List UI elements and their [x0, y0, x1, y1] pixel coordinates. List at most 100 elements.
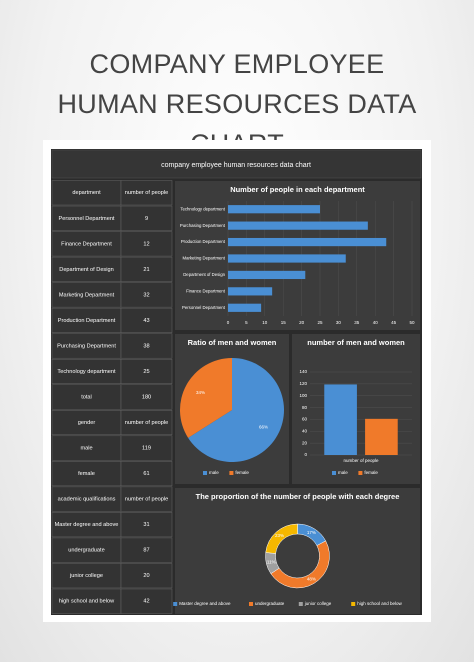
bar	[228, 303, 262, 312]
table-cell	[51, 512, 122, 538]
bar	[324, 384, 357, 455]
y-tick-label: 120	[299, 381, 307, 386]
slice-label: 17%	[307, 530, 316, 535]
y-tick-label: 0	[304, 452, 307, 457]
table-cell-text: 9	[145, 216, 148, 222]
legend-swatch	[229, 471, 234, 475]
table-cell-text: Personnel Department	[59, 216, 115, 222]
x-tick-label: 35	[354, 320, 360, 325]
y-tick-label: 40	[302, 428, 308, 433]
table-cell-text: 180	[142, 394, 151, 400]
table-cell	[120, 588, 173, 614]
slice	[188, 358, 284, 462]
table-cell	[120, 231, 173, 257]
table-cell	[120, 537, 173, 563]
y-tick-label: Marketing Department	[182, 256, 225, 261]
table-cell-text: undergraduate	[68, 548, 104, 554]
table-cell-text: Finance Department	[61, 241, 112, 247]
slice-label: 66%	[259, 425, 268, 430]
table-cell-text: 38	[143, 343, 149, 349]
legend-swatch	[332, 471, 336, 475]
table-cell	[51, 282, 122, 308]
table-cell-text: 87	[143, 548, 149, 554]
legend-label: female	[364, 470, 378, 475]
table-cell	[51, 256, 122, 282]
bar	[228, 287, 273, 296]
table-cell	[51, 384, 122, 410]
y-tick-label: Production Department	[181, 239, 226, 244]
bar	[228, 221, 368, 230]
table-cell	[51, 461, 122, 487]
table-cell	[120, 307, 173, 333]
y-tick-label: 60	[302, 417, 308, 422]
table-cell	[120, 563, 173, 589]
legend-swatch	[249, 602, 253, 606]
y-tick-label: 140	[299, 369, 307, 374]
table-cell	[120, 486, 173, 512]
y-tick-label: Finance Department	[186, 288, 226, 293]
legend-swatch	[298, 602, 303, 606]
table-cell-text: high school and below	[59, 599, 115, 605]
bar	[228, 205, 320, 214]
y-tick-label: Purchasing Department	[180, 223, 226, 228]
panel-title: company employee human resources data ch…	[161, 162, 311, 169]
chart-title-box: Number of people in each department	[230, 185, 365, 194]
bar	[228, 237, 387, 247]
slice	[179, 358, 232, 438]
legend-swatch	[351, 602, 356, 606]
table-cell	[51, 307, 122, 333]
table-cell	[120, 333, 173, 359]
table-cell-text: 25	[143, 369, 149, 375]
table-cell	[51, 333, 122, 359]
table-cell-text: 31	[143, 522, 149, 528]
table-cell	[120, 358, 173, 384]
x-tick-label: 50	[409, 320, 415, 325]
legend-label: undergraduate	[255, 601, 285, 606]
table-cell	[120, 384, 173, 410]
slice	[265, 523, 298, 554]
x-tick-label: 45	[391, 320, 397, 325]
chart-title: Number of people in each department	[230, 185, 365, 194]
table-cell-text: Department of Design	[59, 267, 113, 273]
bar	[228, 270, 306, 280]
table-cell-text: Marketing Department	[59, 292, 115, 298]
y-tick-label: Department of Design	[183, 272, 225, 277]
table-cell	[120, 205, 173, 231]
x-tick-label: 40	[373, 320, 379, 325]
table-cell	[51, 410, 122, 436]
table-cell	[120, 410, 173, 436]
table-cell	[120, 282, 173, 308]
y-tick-label: Technology department	[180, 206, 225, 211]
x-tick-label: 10	[262, 320, 268, 325]
table-cell-text: Purchasing Department	[57, 343, 116, 349]
table-cell	[120, 461, 173, 487]
table-cell-text: female	[78, 471, 95, 477]
table-cell-text: department	[72, 190, 101, 196]
bar	[365, 418, 398, 455]
table-cell-text: number of people	[125, 420, 169, 426]
table-cell	[120, 256, 173, 282]
table-cell-text: 119	[142, 446, 151, 452]
x-tick-label: number of people	[343, 458, 379, 463]
y-tick-label: 100	[299, 393, 307, 398]
chart-title: number of men and women	[307, 338, 405, 347]
bar	[228, 254, 346, 263]
x-tick-label: 15	[281, 320, 287, 325]
y-tick-label: 20	[302, 440, 308, 445]
table-cell-text: Master degree and above	[55, 522, 119, 528]
chart-title-box: number of men and women	[307, 338, 405, 347]
table-cell-text: 32	[143, 292, 149, 298]
table-cell	[120, 512, 173, 538]
table-cell-text: gender	[78, 420, 96, 426]
table-cell	[120, 435, 173, 461]
table-cell-text: male	[80, 446, 92, 452]
table-cell-text: academic qualifications	[58, 497, 116, 503]
legend-swatch	[173, 602, 178, 606]
chart-title-box: The proportion of the number of people w…	[196, 492, 400, 501]
slice-label: 11%	[267, 560, 276, 565]
x-tick-label: 0	[227, 320, 230, 325]
x-tick-label: 5	[245, 320, 248, 325]
table-cell	[120, 180, 173, 206]
